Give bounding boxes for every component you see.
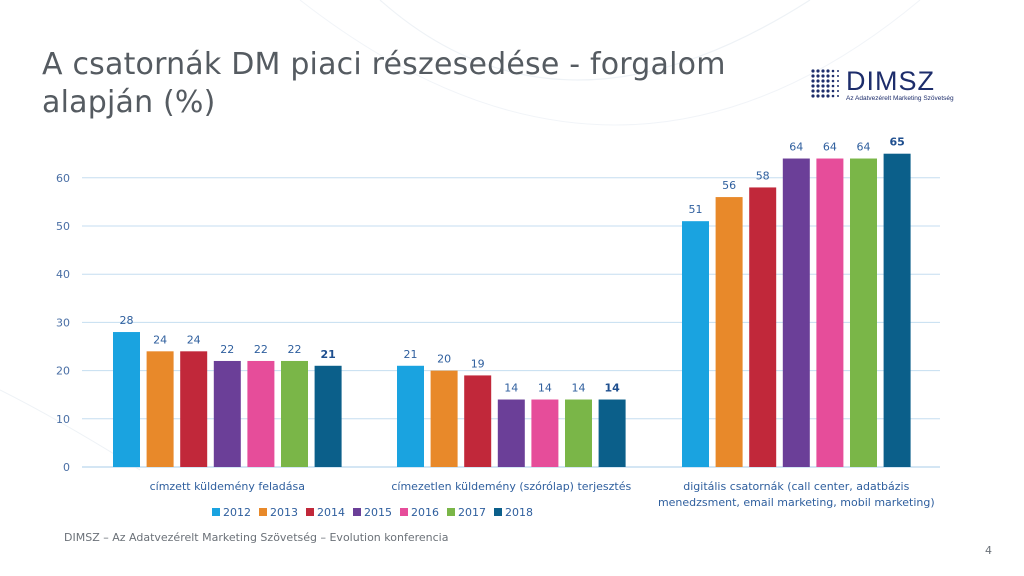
- bar: [598, 399, 626, 467]
- data-label: 20: [437, 353, 451, 366]
- dimsz-logo: DIMSZ Az Adatvezérelt Marketing Szövetsé…: [810, 66, 960, 108]
- bar: [715, 197, 743, 467]
- data-label: 22: [254, 343, 268, 356]
- y-tick-label: 40: [56, 268, 70, 281]
- bar: [247, 360, 275, 467]
- data-label: 21: [320, 348, 335, 361]
- y-tick-label: 10: [56, 413, 70, 426]
- data-label: 28: [120, 314, 134, 327]
- legend-label: 2016: [411, 506, 439, 519]
- bar: [113, 332, 140, 467]
- data-label: 65: [889, 136, 904, 149]
- logo-subtitle: Az Adatvezérelt Marketing Szövetség: [846, 95, 954, 102]
- bar: [782, 158, 810, 467]
- bar: [682, 221, 709, 467]
- page-number: 4: [985, 544, 992, 557]
- legend-label: 2014: [317, 506, 345, 519]
- legend-swatch: [447, 508, 455, 516]
- bar: [464, 375, 492, 467]
- bar: [430, 370, 458, 467]
- data-label: 56: [722, 179, 736, 192]
- legend-swatch: [259, 508, 267, 516]
- bar: [281, 360, 308, 467]
- page-title: A csatornák DM piaci részesedése - forga…: [42, 46, 802, 122]
- data-label: 14: [504, 382, 518, 395]
- y-tick-label: 0: [63, 461, 70, 474]
- bar: [497, 399, 525, 467]
- y-tick-label: 60: [56, 172, 70, 185]
- category-label: menedzsment, email marketing, mobil mark…: [658, 496, 935, 509]
- legend-label: 2017: [458, 506, 486, 519]
- category-label: címezetlen küldemény (szórólap) terjeszt…: [391, 480, 631, 493]
- logo-text: DIMSZ: [846, 66, 935, 96]
- bar: [314, 365, 342, 467]
- data-label: 58: [756, 169, 770, 182]
- bar: [180, 351, 208, 467]
- legend-swatch: [212, 508, 220, 516]
- bar: [213, 360, 241, 467]
- data-label: 21: [404, 348, 418, 361]
- data-label: 19: [471, 357, 485, 370]
- legend-swatch: [400, 508, 408, 516]
- data-label: 64: [789, 141, 803, 154]
- category-label: címzett küldemény feladása: [150, 480, 305, 493]
- legend-label: 2018: [505, 506, 533, 519]
- legend-label: 2015: [364, 506, 392, 519]
- data-label: 51: [689, 203, 703, 216]
- data-label: 64: [857, 141, 871, 154]
- y-tick-label: 30: [56, 316, 70, 329]
- footer-text: DIMSZ – Az Adatvezérelt Marketing Szövet…: [64, 531, 449, 544]
- bar: [816, 158, 844, 467]
- legend-swatch: [353, 508, 361, 516]
- logo-dot-grid-icon: [811, 69, 839, 98]
- category-label: digitális csatornák (call center, adatbá…: [683, 480, 909, 493]
- bar: [883, 153, 911, 467]
- legend-swatch: [494, 508, 502, 516]
- bar: [531, 399, 559, 467]
- data-label: 64: [823, 141, 837, 154]
- legend-label: 2012: [223, 506, 251, 519]
- title-line-1: A csatornák DM piaci részesedése - forga…: [42, 47, 726, 82]
- data-label: 24: [153, 333, 167, 346]
- legend-swatch: [306, 508, 314, 516]
- data-label: 14: [572, 382, 586, 395]
- data-label: 22: [288, 343, 302, 356]
- bar: [397, 365, 424, 467]
- bar: [850, 158, 877, 467]
- data-label: 14: [604, 382, 620, 395]
- bar: [749, 187, 777, 467]
- data-label: 14: [538, 382, 552, 395]
- title-line-2: alapján (%): [42, 85, 216, 120]
- legend-label: 2013: [270, 506, 298, 519]
- bar: [565, 399, 592, 467]
- y-tick-label: 20: [56, 365, 70, 378]
- data-label: 24: [187, 333, 201, 346]
- y-tick-label: 50: [56, 220, 70, 233]
- bar: [146, 351, 174, 467]
- data-label: 22: [220, 343, 234, 356]
